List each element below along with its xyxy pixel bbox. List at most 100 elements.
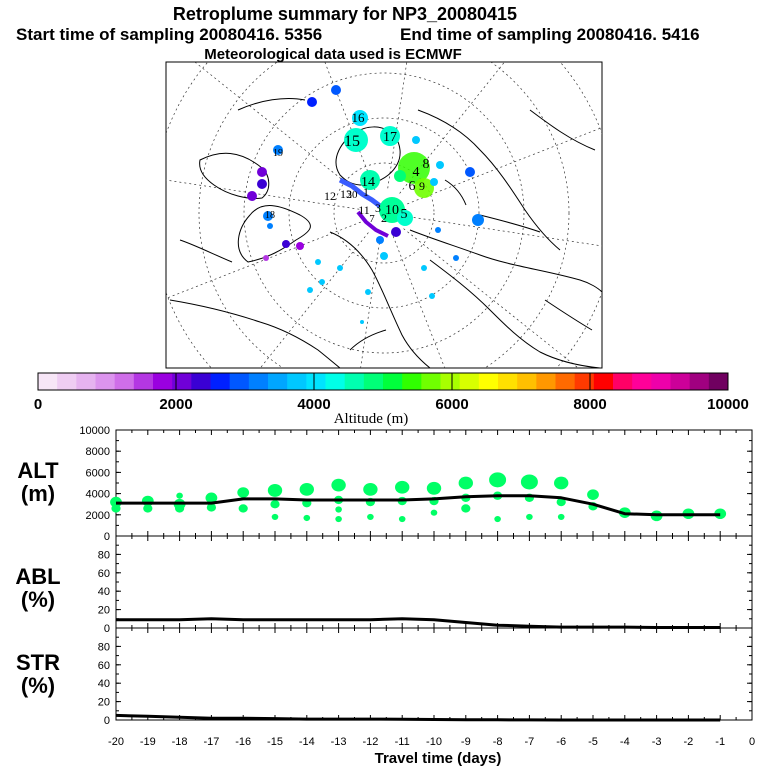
altitude-cluster-point (303, 514, 311, 522)
x-tick-label: -9 (461, 736, 471, 748)
altitude-cluster-point (494, 515, 501, 523)
colorbar-swatch (95, 373, 116, 390)
y-tick-label: 2000 (86, 510, 110, 522)
met-data-label: Meteorological data used is ECMWF (204, 46, 462, 63)
y-tick-label: 0 (104, 623, 110, 635)
colorbar-swatch (498, 373, 518, 390)
colorbar-swatch (402, 373, 422, 390)
panel-abl: 0 20 40 60 80 ABL(%) (15, 535, 753, 635)
x-tick-label: -12 (362, 736, 378, 748)
colorbar-swatch (689, 373, 710, 390)
x-tick-label: -5 (588, 736, 598, 748)
altitude-cluster-point (556, 497, 566, 507)
altitude-cluster-point (520, 474, 538, 490)
altitude-cluster-point (271, 513, 279, 521)
x-tick-label: 0 (749, 736, 755, 748)
colorbar-swatch (344, 373, 365, 390)
altitude-cluster-point (367, 513, 374, 521)
x-tick-label: -8 (493, 736, 503, 748)
map-cluster-label-10: 10 (385, 203, 399, 218)
map-cluster-label-9: 9 (419, 179, 425, 193)
map-cluster-label-11: 11 (358, 203, 370, 217)
colorbar-swatch (613, 373, 633, 390)
map-cluster-label-6: 6 (409, 179, 416, 194)
x-tick-label: -19 (140, 736, 156, 748)
colorbar-swatch (478, 373, 499, 390)
map-cluster-label-16: 16 (352, 110, 366, 125)
altitude-cluster-point (176, 492, 183, 499)
map-cluster-label-17: 17 (383, 130, 397, 145)
x-axis-title: Travel time (days) (375, 750, 502, 767)
y-tick-label: 20 (98, 697, 110, 709)
altitude-cluster-point (237, 487, 250, 498)
altitude-cluster-point (458, 476, 473, 490)
altitude-cluster-point (395, 480, 410, 494)
altitude-cluster-point (398, 515, 406, 523)
figure-title: Retroplume summary for NP3_20080415 (173, 4, 517, 24)
end-time-label: End time of sampling 20080416. 5416 (400, 25, 700, 44)
altitude-cluster-point (206, 503, 216, 512)
colorbar-swatch (287, 373, 307, 390)
x-tick-label: -18 (172, 736, 188, 748)
x-tick-label: -14 (299, 736, 315, 748)
colorbar-tick-label: 10000 (707, 396, 749, 413)
colorbar-swatch (191, 373, 211, 390)
colorbar-swatch (421, 373, 441, 390)
altitude-cluster-point (270, 500, 280, 509)
colorbar-swatch (574, 373, 595, 390)
colorbar-swatch (651, 373, 671, 390)
x-tick-label: -4 (620, 736, 630, 748)
altitude-cluster-point (426, 481, 442, 495)
colorbar-swatch (114, 373, 135, 390)
y-tick-label: 0 (104, 715, 110, 727)
altitude-cluster-point (299, 482, 314, 496)
map-cluster-label-5: 5 (401, 207, 408, 222)
colorbar-swatch (57, 373, 77, 390)
x-tick-label: -1 (715, 736, 725, 748)
panel-alt: 0 2000 4000 6000 8000 10000 ALT(m) (17, 425, 753, 543)
x-tick-label: -16 (235, 736, 251, 748)
map-cluster-label-2: 2 (381, 211, 387, 225)
map-cluster-label-19: 19 (273, 148, 283, 159)
altitude-cluster-point (554, 476, 569, 490)
map-cluster-label-15: 15 (344, 133, 360, 150)
series-line-abl (116, 617, 721, 629)
map-cluster-label-8: 8 (423, 157, 430, 172)
colorbar-tick-label: 0 (34, 396, 42, 413)
altitude-cluster-point (331, 478, 346, 492)
series-line-alt (116, 494, 721, 517)
y-tick-label: 80 (98, 641, 110, 653)
x-tick-label: -11 (395, 736, 410, 748)
map-cluster-label-1: 1 (363, 185, 369, 199)
panel-label-abl: ABL (15, 564, 60, 589)
colorbar-swatch (133, 373, 154, 390)
travel-time-axis: -20 -19 -18 -17 -16 -15 -14 -13 -12 -11 -10 -9 -8 -7-… (108, 736, 755, 748)
y-tick-label: 80 (98, 549, 110, 561)
y-tick-label: 10000 (79, 425, 110, 437)
altitude-cluster-point (461, 504, 471, 513)
colorbar-swatch (325, 373, 346, 390)
y-tick-label: 60 (98, 660, 110, 672)
x-tick-label: -20 (108, 736, 124, 748)
panel-label-alt: ALT (17, 458, 59, 483)
colorbar-swatch (229, 373, 250, 390)
altitude-cluster-point (267, 484, 283, 497)
colorbar-swatch (440, 373, 461, 390)
map-cluster-label-12: 12 (324, 189, 336, 203)
colorbar-swatch (536, 373, 556, 390)
colorbar-tick-label: 4000 (297, 396, 330, 413)
altitude-cluster-point (335, 515, 342, 523)
time-series-panels: 0 2000 4000 6000 8000 10000 ALT(m) 0 20 40 60 80 ABL… (15, 425, 753, 727)
colorbar-swatch (153, 373, 173, 390)
colorbar-swatch (517, 373, 537, 390)
x-tick-label: -7 (525, 736, 535, 748)
panel-unit-alt: (m) (21, 481, 55, 506)
x-tick-label: -6 (556, 736, 566, 748)
altitude-cluster-point (587, 489, 599, 500)
panel-str: 0 20 40 60 80 STR(%) (16, 627, 753, 727)
map-cluster-label-4: 4 (413, 165, 420, 180)
colorbar-swatch (708, 373, 729, 390)
plume-clusters (247, 85, 484, 324)
colorbar-swatch (593, 373, 614, 390)
x-tick-label: -10 (426, 736, 442, 748)
